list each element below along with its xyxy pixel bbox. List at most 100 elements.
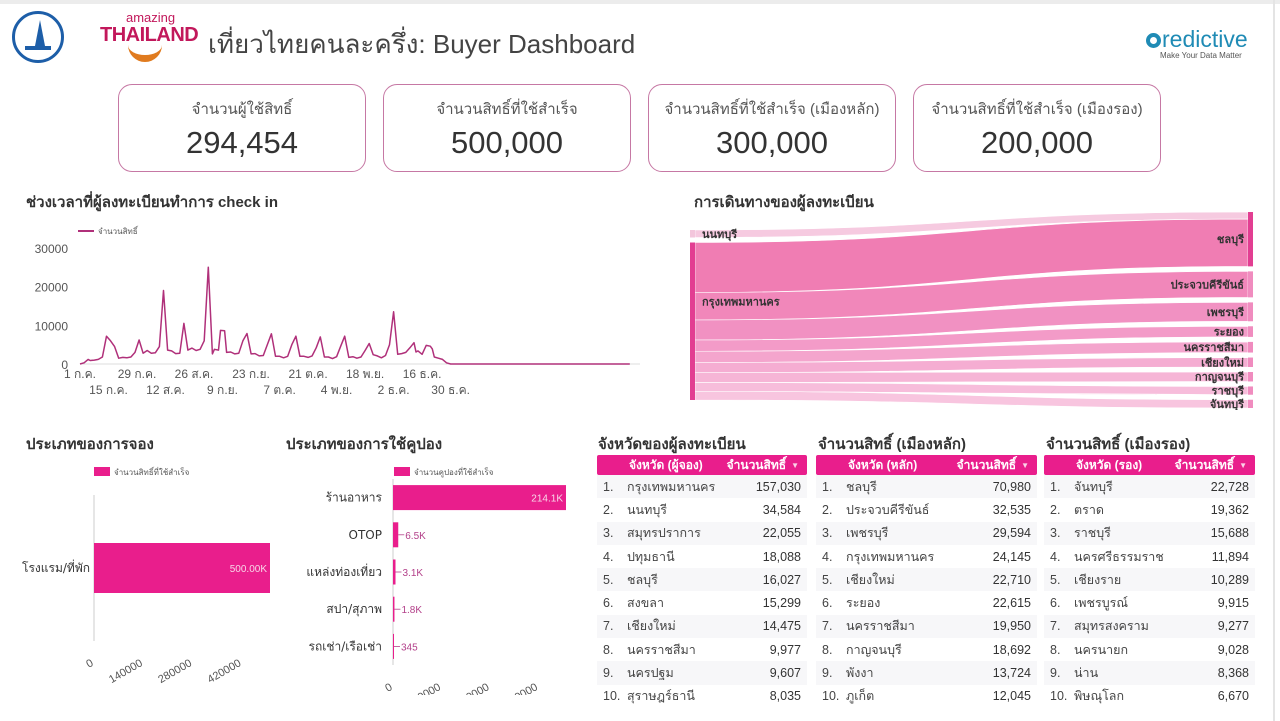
sankey-target-label: เพชรบุรี: [1207, 306, 1244, 320]
table-row[interactable]: 7. เชียงใหม่ 14,475: [597, 614, 807, 639]
table-row[interactable]: 5. ชลบุรี 16,027: [597, 568, 807, 592]
row-province: เชียงใหม่: [846, 572, 895, 587]
row-rank: 4.: [603, 549, 614, 564]
x-tick-label: 4 พ.ย.: [321, 383, 353, 397]
table-row[interactable]: 4. กรุงเทพมหานคร 24,145: [816, 545, 1037, 568]
sankey-link: [694, 302, 1249, 341]
table-row[interactable]: 10. พิษณุโลก 6,670: [1044, 685, 1255, 708]
category-label: สปา/สุภาพ: [326, 602, 382, 617]
row-rank: 1.: [603, 479, 614, 494]
row-province: ภูเก็ต: [846, 689, 875, 704]
row-province: ชลบุรี: [627, 572, 658, 587]
row-rank: 8.: [1050, 642, 1061, 657]
table-row[interactable]: 10. สุราษฎร์ธานี 8,035: [597, 685, 807, 708]
table-row[interactable]: 8. นครนายก 9,028: [1044, 638, 1255, 661]
sankey-target-node: [1248, 326, 1253, 337]
row-count: 9,277: [1217, 619, 1249, 634]
y-tick-label: 0: [61, 358, 68, 372]
row-count: 15,299: [762, 596, 801, 611]
table-row[interactable]: 4. นครศรีธรรมราช 11,894: [1044, 545, 1255, 568]
checkin-line-chart[interactable]: จำนวนสิทธิ์ 0 10000 20000 30000 1 ก.ค. 29 ก.ค.…: [20, 218, 670, 398]
column-header-province[interactable]: จังหวัด (หลัก): [848, 457, 918, 472]
table-row[interactable]: 6. เพชรบูรณ์ 9,915: [1044, 591, 1255, 614]
row-count: 6,670: [1217, 689, 1249, 704]
column-header-count[interactable]: จำนวนสิทธิ์ ▼: [957, 456, 1037, 475]
row-count: 9,028: [1217, 642, 1249, 657]
table-header: จังหวัด (ผู้จอง) จำนวนสิทธิ์ ▼: [597, 455, 807, 475]
x-tick-label: 2 ธ.ค.: [378, 383, 410, 397]
row-rank: 2.: [1050, 502, 1061, 517]
sankey-target-label: ระยอง: [1214, 326, 1244, 339]
row-province: จันทบุรี: [1074, 479, 1113, 494]
column-header-province[interactable]: จังหวัด (รอง): [1076, 457, 1143, 472]
table-row[interactable]: 7. นครราชสีมา 19,950: [816, 614, 1037, 639]
row-count: 29,594: [992, 526, 1031, 541]
row-province: น่าน: [1074, 666, 1099, 681]
table-row[interactable]: 2. ประจวบคีรีขันธ์ 32,535: [816, 498, 1037, 521]
sort-desc-icon[interactable]: ▼: [1239, 460, 1247, 470]
coupon-type-bar-chart[interactable]: จำนวนคูปองที่ใช้สำเร็จร้านอาหาร 214.1K OTO…: [280, 455, 580, 695]
kpi-label: จำนวนสิทธิ์ที่ใช้สำเร็จ: [436, 101, 578, 118]
row-rank: 2.: [603, 502, 614, 517]
row-count: 24,145: [992, 549, 1031, 564]
table-row[interactable]: 6. ระยอง 22,615: [816, 591, 1037, 614]
row-count: 16,027: [762, 572, 801, 587]
column-header-count[interactable]: จำนวนสิทธิ์ ▼: [727, 456, 807, 475]
table-row[interactable]: 5. เชียงราย 10,289: [1044, 568, 1255, 592]
table-row[interactable]: 5. เชียงใหม่ 22,710: [816, 568, 1037, 592]
table-row[interactable]: 9. น่าน 8,368: [1044, 661, 1255, 685]
table-row[interactable]: 8. นครราชสีมา 9,977: [597, 638, 807, 661]
row-province: เชียงราย: [1074, 572, 1122, 587]
row-count: 9,915: [1217, 596, 1249, 611]
kpi-card-success: จำนวนสิทธิ์ที่ใช้สำเร็จ 500,000: [383, 84, 631, 172]
travel-sankey-chart[interactable]: นนทบุรีกรุงเทพมหานคร ชลบุรีประจวบคีรีขันธ…: [688, 210, 1260, 410]
table-row[interactable]: 10. ภูเก็ต 12,045: [816, 685, 1037, 708]
table-row[interactable]: 3. ราชบุรี 15,688: [1044, 521, 1255, 545]
row-count: 32,535: [992, 502, 1031, 517]
row-count: 22,728: [1210, 479, 1249, 494]
table-row[interactable]: 9. นครปฐม 9,607: [597, 661, 807, 685]
row-count: 12,045: [992, 689, 1031, 704]
x-tick-label: 26 ส.ค.: [175, 367, 214, 381]
x-tick-label: 0: [383, 681, 394, 694]
row-count: 19,362: [1210, 502, 1249, 517]
table-row[interactable]: 1. ชลบุรี 70,980: [816, 475, 1037, 499]
x-tick-label: 180000: [502, 681, 540, 695]
legend-label: จำนวนคูปองที่ใช้สำเร็จ: [414, 466, 494, 478]
row-rank: 4.: [822, 549, 833, 564]
row-count: 22,710: [992, 572, 1031, 587]
table-row[interactable]: 2. นนทบุรี 34,584: [597, 498, 807, 521]
sort-desc-icon[interactable]: ▼: [1021, 460, 1029, 470]
row-count: 34,584: [762, 502, 801, 517]
row-rank: 7.: [822, 619, 833, 634]
table-row[interactable]: 1. จันทบุรี 22,728: [1044, 475, 1255, 499]
row-province: พังงา: [846, 666, 874, 681]
table-row[interactable]: 9. พังงา 13,724: [816, 661, 1037, 685]
row-province: สมุทรปราการ: [627, 526, 701, 541]
column-header-province[interactable]: จังหวัด (ผู้จอง): [629, 457, 703, 472]
sankey-target-label: เชียงใหม่: [1201, 355, 1244, 369]
row-rank: 5.: [1050, 572, 1061, 587]
row-count: 14,475: [762, 619, 801, 634]
row-province: กาญจนบุรี: [846, 642, 902, 657]
right-border: [1273, 0, 1275, 721]
row-province: สงขลา: [627, 596, 664, 611]
table-row[interactable]: 6. สงขลา 15,299: [597, 591, 807, 614]
table-row[interactable]: 3. เพชรบุรี 29,594: [816, 521, 1037, 545]
predictive-logo: redictive Make Your Data Matter: [1146, 26, 1248, 60]
table-row[interactable]: 1. กรุงเทพมหานคร 157,030: [597, 475, 807, 499]
table-row[interactable]: 7. สมุทรสงคราม 9,277: [1044, 614, 1255, 639]
legend-label: จำนวนสิทธิ์ที่ใช้สำเร็จ: [114, 466, 190, 477]
table-row[interactable]: 4. ปทุมธานี 18,088: [597, 545, 807, 568]
bar: [94, 543, 270, 593]
row-count: 11,894: [1211, 549, 1249, 564]
table-row[interactable]: 2. ตราด 19,362: [1044, 498, 1255, 521]
table-row[interactable]: 8. กาญจนบุรี 18,692: [816, 638, 1037, 661]
row-province: เพชรบุรี: [846, 526, 889, 541]
sort-desc-icon[interactable]: ▼: [791, 460, 799, 470]
row-rank: 8.: [822, 642, 833, 657]
column-header-count[interactable]: จำนวนสิทธิ์ ▼: [1175, 456, 1255, 475]
table-row[interactable]: 3. สมุทรปราการ 22,055: [597, 521, 807, 545]
row-count: 8,368: [1217, 666, 1249, 681]
